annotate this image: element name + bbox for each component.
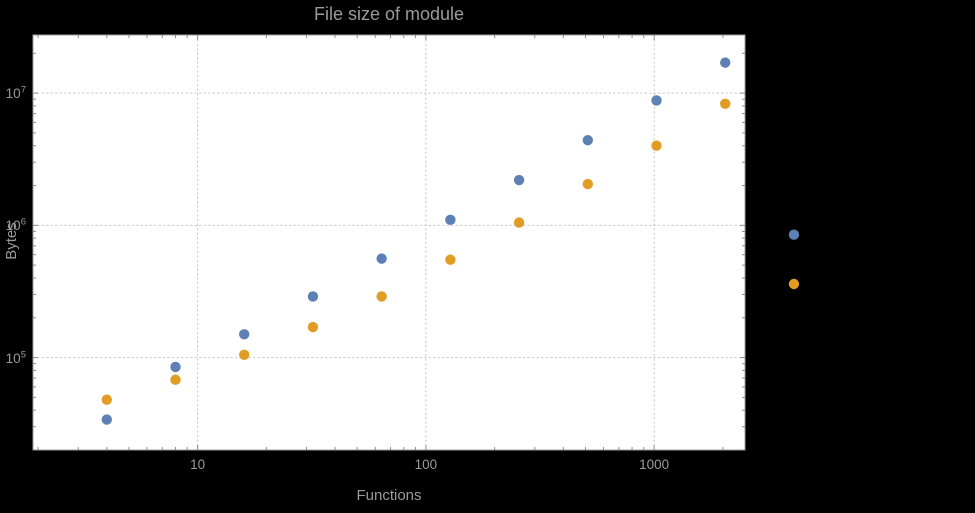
data-point-series-blue (651, 95, 662, 106)
data-point-series-orange (788, 278, 800, 290)
data-point-series-blue (582, 135, 594, 146)
data-point-series-orange (376, 291, 387, 302)
y-axis-label: Bytes (3, 222, 20, 260)
y-tick-label: 107 (5, 84, 26, 102)
x-tick-label: 1000 (639, 457, 670, 472)
data-point-series-blue (239, 329, 250, 340)
data-point-series-blue (445, 214, 456, 226)
data-point-series-orange (582, 178, 594, 190)
data-point-series-orange (651, 140, 662, 151)
y-tick-label: 105 (5, 349, 26, 366)
data-point-series-blue (307, 291, 319, 302)
plot-background (33, 35, 745, 450)
data-point-series-blue (720, 57, 731, 68)
data-point-series-orange (513, 217, 525, 228)
chart-title: File size of module (313, 4, 465, 24)
data-point-series-orange (239, 349, 250, 360)
plot-frame (32, 34, 746, 451)
data-point-series-blue (513, 174, 525, 186)
data-point-series-orange (170, 374, 181, 385)
data-point-series-orange (445, 254, 456, 265)
y-tick-label: 106 (5, 216, 26, 234)
x-axis-label: Functions (356, 487, 422, 504)
data-point-series-orange (307, 321, 319, 333)
x-tick-label: 10 (190, 457, 206, 472)
data-point-series-orange (720, 98, 731, 109)
data-point-series-blue (376, 253, 387, 264)
data-point-series-orange (101, 394, 112, 405)
data-point-series-blue (788, 229, 800, 240)
data-point-series-blue (101, 414, 112, 425)
x-tick-label: 100 (414, 457, 438, 472)
data-point-series-blue (170, 361, 181, 373)
